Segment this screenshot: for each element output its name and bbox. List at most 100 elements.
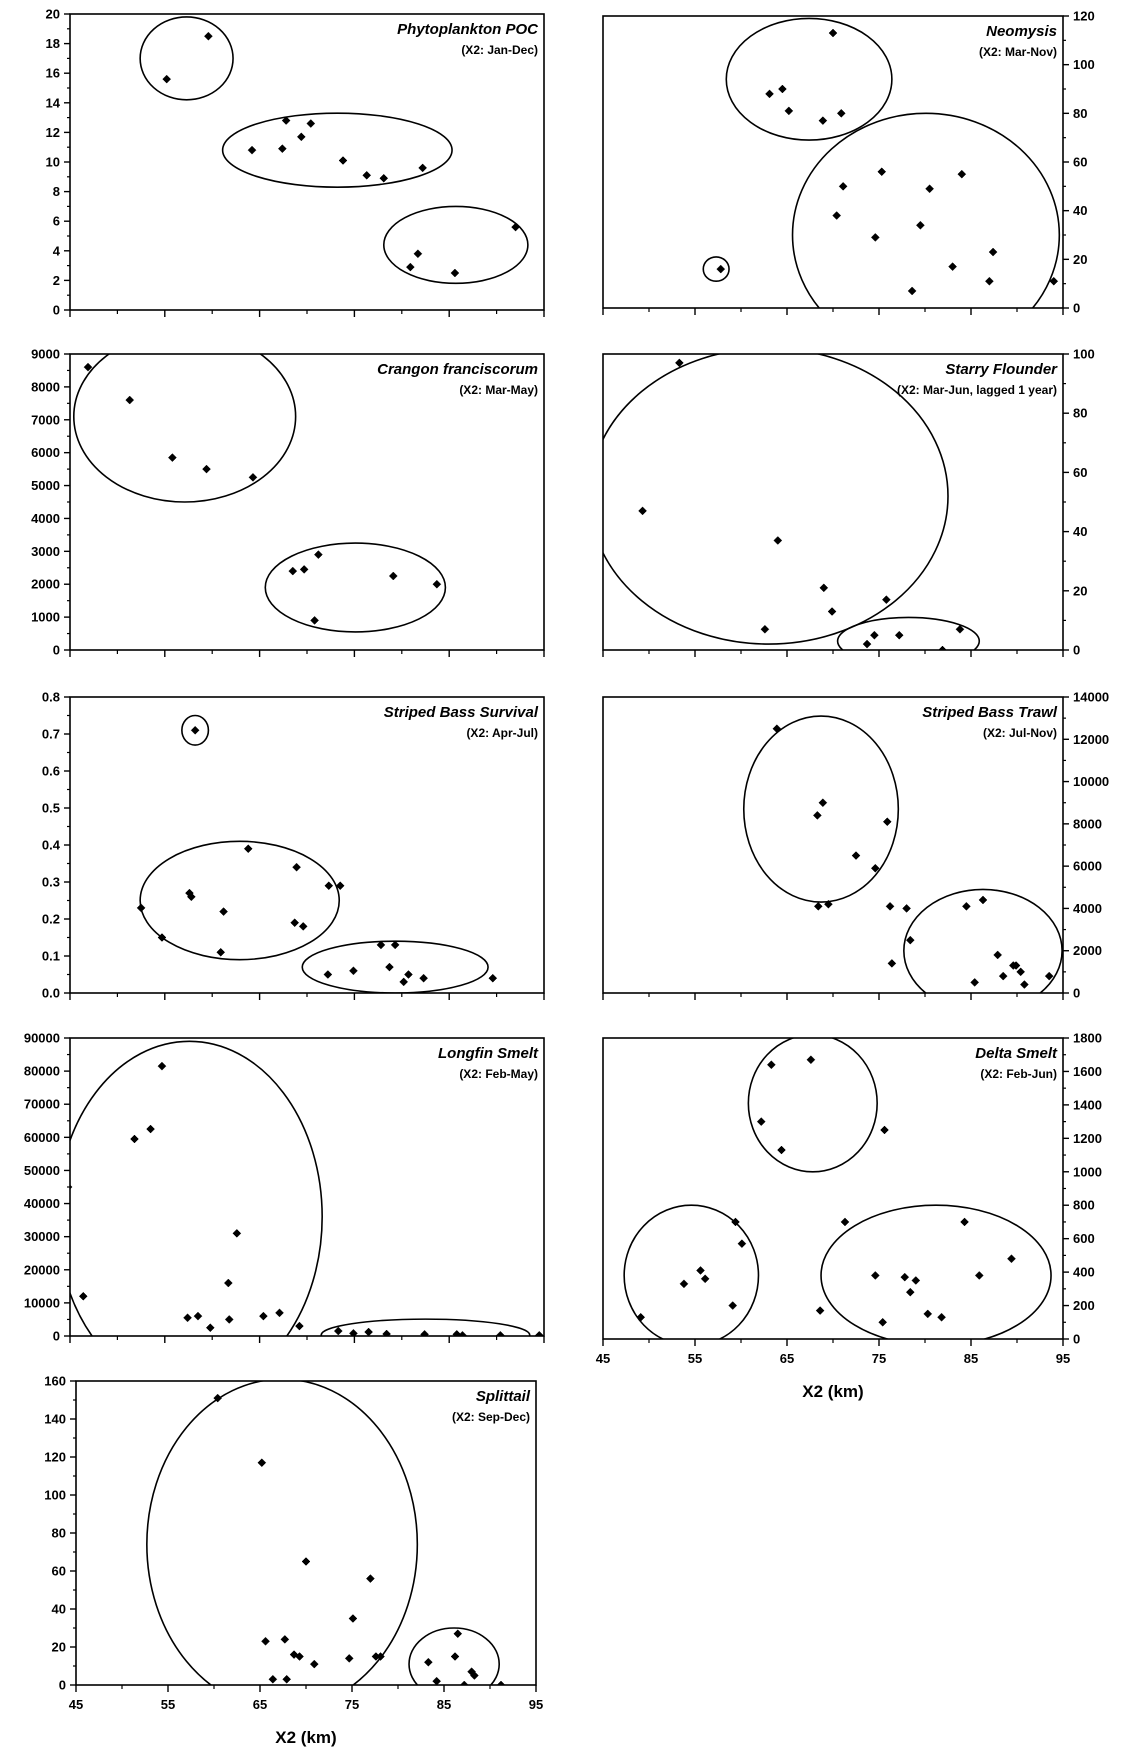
data-point — [268, 1674, 278, 1684]
y-tick-label: 6 — [53, 214, 60, 229]
y-tick-label: 60000 — [24, 1130, 60, 1145]
data-point — [243, 844, 253, 854]
data-point — [819, 583, 829, 593]
y-tick-label: 1800 — [1073, 1031, 1102, 1046]
data-point — [1016, 967, 1026, 977]
y-tick-label: 0 — [53, 303, 60, 318]
y-tick-label: 200 — [1073, 1298, 1095, 1313]
data-point — [338, 156, 348, 165]
y-tick-label: 18 — [46, 36, 60, 51]
data-point — [978, 895, 988, 905]
cluster-ellipse — [181, 714, 210, 746]
y-tick-label: 20 — [1073, 583, 1087, 598]
data-point — [349, 966, 358, 976]
data-point — [130, 1134, 139, 1144]
data-point — [870, 863, 880, 873]
data-point — [219, 907, 228, 916]
y-tick-label: 2000 — [31, 577, 60, 592]
data-point — [420, 1329, 429, 1336]
panel-subtitle: (X2: Feb-Jun) — [980, 1067, 1057, 1081]
data-point — [366, 1574, 375, 1583]
data-point — [146, 1124, 155, 1134]
y-tick-label: 12000 — [1073, 732, 1109, 747]
y-tick-label: 5000 — [31, 478, 60, 493]
y-tick-label: 20 — [52, 1640, 66, 1655]
data-point — [728, 1301, 738, 1310]
data-point — [679, 1279, 689, 1289]
data-point — [737, 1239, 747, 1249]
data-point — [638, 506, 647, 516]
data-point — [204, 31, 213, 41]
y-tick-label: 400 — [1073, 1265, 1095, 1280]
data-point — [777, 1145, 786, 1155]
data-point — [1044, 971, 1054, 981]
data-point — [324, 881, 334, 891]
panel-subtitle: (X2: Mar-Nov) — [979, 45, 1057, 59]
panel-subtitle: (X2: Sep-Dec) — [452, 1410, 530, 1424]
data-point — [295, 1321, 304, 1331]
data-point — [376, 940, 386, 950]
panel-title: Longfin Smelt — [438, 1045, 539, 1062]
data-point — [765, 89, 774, 99]
data-point — [887, 959, 897, 968]
y-tick-label: 120 — [1073, 9, 1095, 24]
y-tick-label: 120 — [44, 1450, 66, 1465]
cluster-ellipse — [320, 1318, 531, 1336]
y-tick-label: 70000 — [24, 1097, 60, 1112]
cluster-ellipse — [836, 616, 981, 650]
y-tick-label: 0 — [59, 1678, 66, 1693]
data-point — [905, 935, 915, 945]
cluster-ellipse — [73, 354, 297, 503]
cluster-ellipse — [791, 112, 1061, 308]
data-point — [344, 1654, 354, 1663]
data-point — [1049, 276, 1059, 286]
data-point — [836, 108, 846, 118]
data-point — [974, 1271, 984, 1280]
y-tick-label: 2 — [53, 273, 60, 288]
cluster-ellipse — [903, 888, 1063, 993]
data-point — [306, 119, 316, 128]
data-point — [870, 1271, 880, 1280]
cluster-ellipse — [623, 1204, 760, 1339]
data-point — [418, 163, 428, 173]
data-point — [452, 1329, 462, 1336]
data-point — [301, 1557, 311, 1566]
y-tick-label: 1200 — [1073, 1131, 1102, 1146]
y-tick-label: 100 — [44, 1488, 66, 1503]
data-point — [450, 1652, 460, 1661]
data-point — [275, 1308, 284, 1318]
panel-title: Striped Bass Trawl — [922, 704, 1058, 721]
data-point — [882, 595, 891, 605]
cluster-ellipse — [146, 1381, 419, 1685]
data-point — [470, 1671, 479, 1680]
y-tick-label: 4 — [53, 243, 61, 258]
data-point — [902, 904, 911, 913]
data-point — [157, 933, 167, 942]
data-point — [827, 607, 837, 616]
y-tick-label: 60 — [1073, 155, 1087, 170]
data-point — [125, 395, 135, 405]
data-point — [731, 1217, 740, 1227]
panel-title: Splittail — [476, 1388, 531, 1405]
y-tick-label: 600 — [1073, 1231, 1095, 1246]
data-point — [280, 1635, 290, 1644]
y-tick-label: 0 — [1073, 986, 1080, 1001]
y-tick-label: 0.2 — [42, 912, 60, 927]
y-tick-label: 9000 — [31, 347, 60, 362]
x-tick-label: 65 — [780, 1351, 794, 1366]
data-point — [716, 264, 726, 274]
panel-subtitle: (X2: Jan-Dec) — [461, 43, 538, 57]
y-tick-label: 0.4 — [42, 838, 61, 853]
y-tick-label: 1000 — [1073, 1164, 1102, 1179]
data-point — [496, 1680, 506, 1685]
data-point — [186, 892, 196, 902]
data-point — [1011, 961, 1021, 970]
y-tick-label: 0 — [53, 643, 60, 658]
y-tick-label: 40 — [52, 1602, 66, 1617]
data-point — [993, 950, 1003, 960]
data-point — [960, 1217, 969, 1227]
data-point — [281, 116, 291, 125]
x-tick-label: 55 — [688, 1351, 702, 1366]
data-point — [453, 1629, 463, 1639]
data-point — [675, 358, 684, 368]
